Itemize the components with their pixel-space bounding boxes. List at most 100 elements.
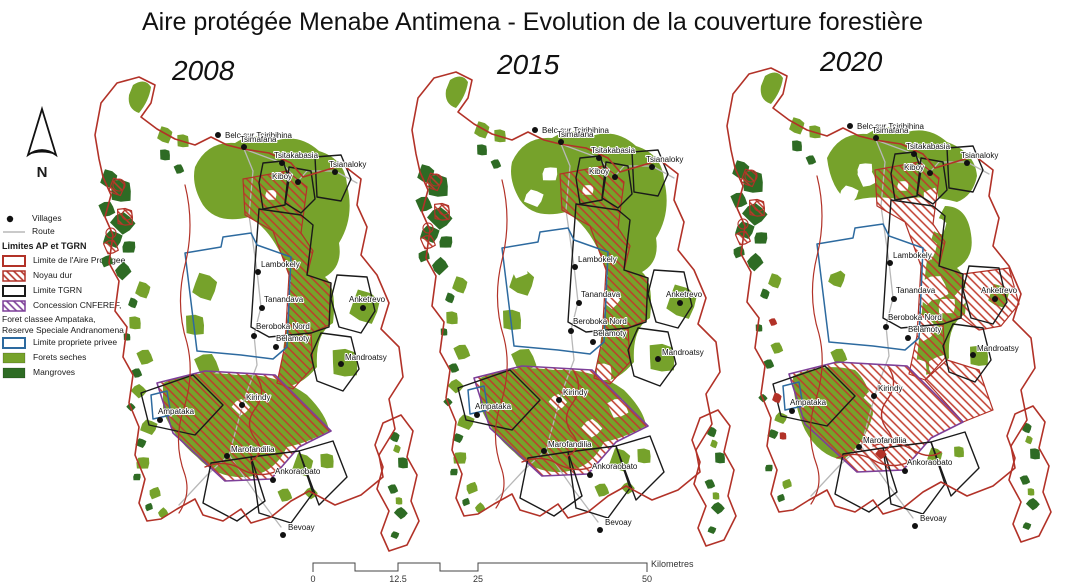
village-label: Kiboy (272, 172, 292, 181)
scale-bar: 0 12.5 25 50 Kilometres (310, 559, 694, 584)
village-label: Tsimafana (557, 130, 594, 139)
legend-item-5: Forets seches (2, 352, 152, 364)
private-property-boundary (467, 227, 609, 415)
legend-item-3: Concession CNFEREF, (2, 300, 152, 313)
village-label: Tsitakabasia (591, 146, 636, 155)
village-dot (576, 300, 582, 306)
village-dot (612, 174, 618, 180)
legend-route: Route (2, 226, 152, 237)
village-dot (270, 477, 276, 483)
village-label: Ankoraobato (592, 462, 638, 471)
village-dot (558, 139, 564, 145)
village-label: Marofandilia (231, 445, 275, 454)
noyau-dur-layer (419, 165, 649, 476)
village-dot (572, 264, 578, 270)
village-label: Ampataka (475, 402, 512, 411)
village-label: Lambokely (578, 255, 617, 264)
north-arrow: N (20, 105, 64, 181)
village-dot (280, 532, 286, 538)
year-label-2015: 2015 (497, 49, 560, 80)
village-label: Bevoay (920, 514, 947, 523)
village-label: Mandroatsy (662, 348, 704, 357)
legend-swatch-fill-icon (2, 367, 26, 379)
village-dot (251, 333, 257, 339)
village-dot (332, 169, 338, 175)
village-label: Tsianaloky (646, 155, 683, 164)
figure-title: Aire protégée Menabe Antimena - Evolutio… (141, 8, 923, 36)
village-dot (891, 296, 897, 302)
village-dot (927, 170, 933, 176)
village-label: Lambokely (893, 251, 932, 260)
village-label: Kiboy (904, 163, 924, 172)
legend: Villages Route Limites AP et TGRN Limite… (2, 213, 152, 382)
village-dot (587, 472, 593, 478)
village-label: Belamoty (593, 329, 626, 338)
mangrove-layer (415, 144, 725, 534)
year-label-2008: 2008 (172, 55, 235, 86)
village-dot (883, 324, 889, 330)
tgrn-boundary-layer (457, 149, 693, 519)
legend-swatch-fill-icon (2, 352, 26, 364)
village-label: Lambokely (261, 260, 300, 269)
noyau-dur-layer (734, 161, 1020, 472)
legend-item-label: Mangroves (33, 366, 76, 377)
village-label: Kirindy (878, 384, 902, 393)
village-label: Anketrevo (981, 286, 1018, 295)
north-arrow-icon (26, 105, 58, 158)
village-label: Marofandilia (863, 436, 907, 445)
village-dot (847, 123, 853, 129)
village-label: Belamoty (908, 325, 941, 334)
legend-item-label: Limite de l'Aire Protegee (33, 255, 126, 266)
legend-route-label: Route (32, 226, 55, 237)
legend-swatch-hatch-icon (2, 300, 26, 313)
village-label: Anketrevo (666, 290, 703, 299)
burned-patches (768, 318, 887, 460)
village-label: Kirindy (246, 393, 270, 402)
village-label: Tsimafana (872, 126, 909, 135)
village-dot (873, 135, 879, 141)
village-label: Belo sur Tsiribihina (857, 122, 925, 131)
legend-item-4: Limite propriete privee (2, 336, 152, 349)
village-dot (992, 296, 998, 302)
village-dot (532, 127, 538, 133)
legend-item-6: Mangroves (2, 367, 152, 379)
village-dot (157, 417, 163, 423)
village-label: Tsianaloky (961, 151, 998, 160)
village-dot (224, 453, 230, 459)
village-dot (649, 164, 655, 170)
legend-swatch-hatch-icon (2, 270, 26, 283)
village-label: Tanandava (896, 286, 936, 295)
private-property-boundary (150, 232, 292, 420)
village-dot (970, 352, 976, 358)
legend-header: Limites AP et TGRN (2, 241, 87, 251)
village-label: Beroboka Nord (888, 313, 942, 322)
village-label: Mandroatsy (345, 353, 387, 362)
legend-swatch-outline-icon (2, 255, 26, 268)
scalebar-tick-label: 50 (642, 574, 652, 584)
village-dot (655, 356, 661, 362)
village-dot (597, 527, 603, 533)
legend-item-extra-line: Foret classee Ampataka, (2, 314, 96, 325)
village-label: Tanandava (581, 290, 621, 299)
village-dot (964, 160, 970, 166)
private-property-boundary (782, 223, 924, 411)
village-dot (912, 523, 918, 529)
scalebar-tick-label: 25 (473, 574, 483, 584)
legend-swatch-outline-icon (2, 285, 26, 298)
legend-villages: Villages (2, 213, 152, 224)
legend-item-label: Limite TGRN (33, 285, 82, 296)
village-dot (279, 160, 285, 166)
village-dot (556, 397, 562, 403)
village-label: Bevoay (288, 523, 315, 532)
village-dot (856, 444, 862, 450)
village-label: Belo sur Tsiribihina (225, 131, 293, 140)
village-label: Ankoraobato (907, 458, 953, 467)
village-label: Tsitakabasia (906, 142, 951, 151)
village-dot (871, 393, 877, 399)
legend-item-0: Limite de l'Aire Protegee (2, 255, 152, 268)
